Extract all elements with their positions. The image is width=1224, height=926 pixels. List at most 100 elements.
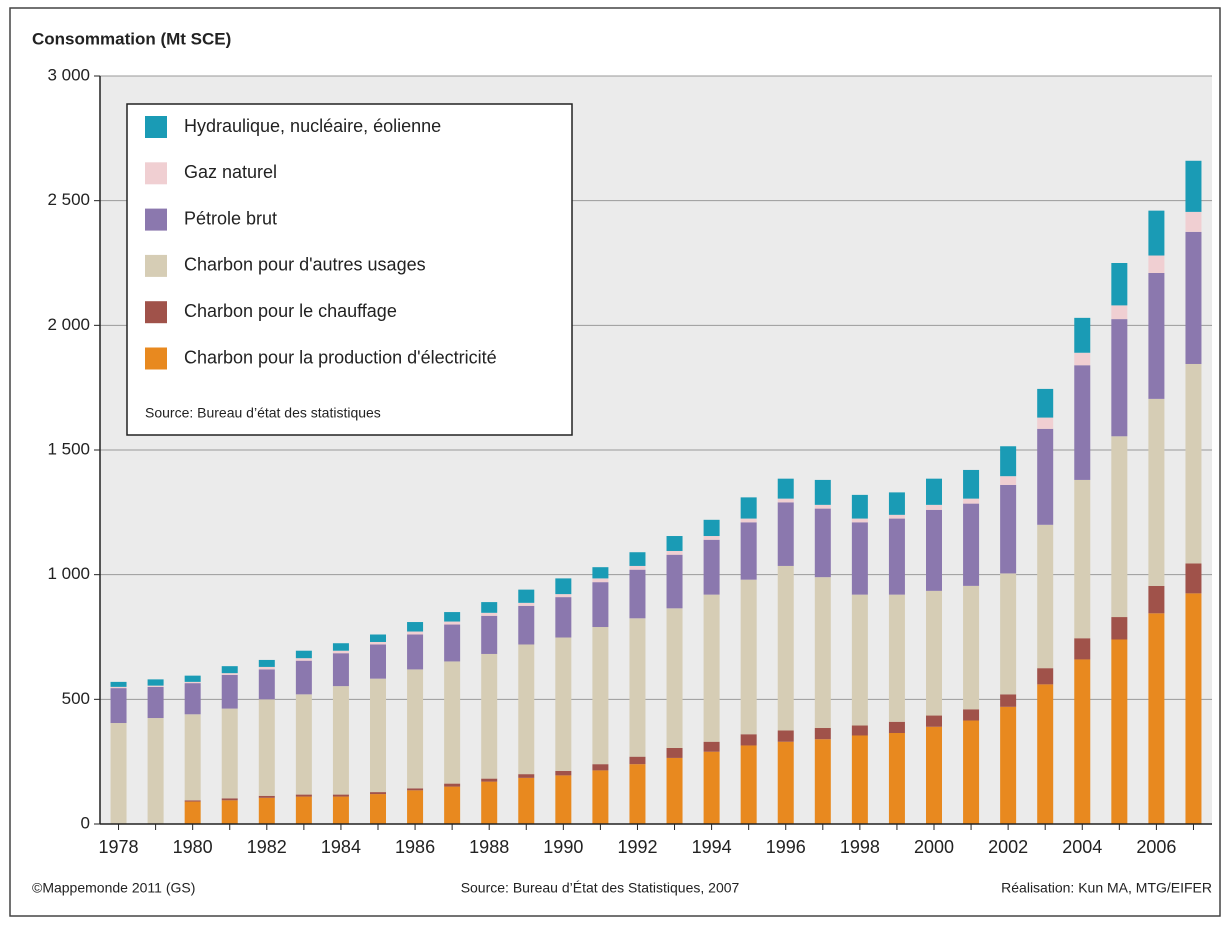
bar-segment [407, 788, 424, 791]
bar-segment [444, 612, 461, 622]
bar-segment [184, 801, 201, 824]
bar-segment [147, 718, 164, 824]
bar-segment [221, 798, 238, 801]
bar-segment [1111, 305, 1128, 320]
y-tick-label: 1 000 [47, 564, 90, 583]
bar-segment [1111, 639, 1128, 824]
bar-segment [1111, 263, 1128, 306]
bar-segment [592, 567, 609, 579]
bar-segment [1037, 388, 1054, 418]
x-tick-label: 1980 [173, 837, 213, 857]
bar-segment [629, 565, 646, 570]
bar-segment [1000, 446, 1017, 477]
x-tick-label: 1984 [321, 837, 361, 857]
bar-segment [370, 792, 386, 795]
bar-segment [1000, 573, 1017, 695]
bar-segment [703, 519, 720, 537]
bar-segment [629, 756, 646, 765]
bar-segment [1185, 363, 1202, 564]
bar-segment [1111, 617, 1128, 640]
bar-segment [147, 685, 164, 687]
bar-segment [147, 686, 164, 719]
footer-center: Source: Bureau d’État des Statistiques, … [461, 880, 740, 896]
bar-segment [1037, 417, 1054, 429]
bar-segment [555, 637, 572, 771]
bar-segment [518, 605, 535, 645]
bar-segment [184, 681, 201, 684]
x-tick-label: 1978 [99, 837, 139, 857]
bar-segment [1111, 319, 1128, 437]
bar-segment [629, 618, 646, 757]
bar-segment [666, 536, 683, 551]
x-tick-label: 2004 [1062, 837, 1102, 857]
bar-segment [295, 796, 312, 824]
bar-segment [703, 741, 720, 752]
bar-segment [963, 498, 980, 504]
x-tick-label: 1988 [469, 837, 509, 857]
x-tick-label: 1982 [247, 837, 287, 857]
bar-segment [221, 673, 238, 675]
bar-segment [1037, 684, 1054, 824]
bar-segment [481, 781, 498, 824]
y-tick-label: 1 500 [47, 439, 90, 458]
y-tick-label: 2 500 [47, 190, 90, 209]
bar-segment [110, 688, 127, 724]
bar-segment [1037, 524, 1054, 669]
bar-segment [1148, 255, 1165, 273]
bar-segment [147, 679, 164, 686]
bar-segment [555, 594, 572, 598]
legend-swatch [145, 347, 167, 370]
bar-segment [110, 686, 127, 689]
bar-segment [629, 552, 646, 566]
x-tick-label: 1994 [692, 837, 732, 857]
bar-segment [518, 602, 535, 606]
bar-segment [1074, 352, 1091, 366]
bar-segment [666, 550, 683, 555]
bar-segment [592, 770, 609, 824]
bar-segment [332, 794, 349, 797]
bar-segment [332, 686, 349, 795]
bar-segment [740, 522, 757, 580]
bar-segment [963, 585, 980, 710]
bar-segment [926, 726, 942, 824]
bar-segment [184, 800, 201, 802]
bar-segment [1148, 210, 1165, 256]
bar-segment [407, 634, 424, 670]
bar-segment [666, 747, 683, 758]
bar-segment [555, 770, 572, 776]
bar-segment [963, 709, 980, 721]
legend-swatch [145, 162, 167, 185]
bar-segment [221, 800, 238, 824]
bar-segment [1074, 317, 1091, 353]
bar-segment [592, 582, 609, 628]
bar-segment [555, 597, 572, 638]
bar-segment [1000, 484, 1017, 574]
x-tick-label: 1986 [395, 837, 435, 857]
bar-segment [481, 778, 498, 782]
legend-swatch [145, 208, 167, 231]
bar-segment [814, 479, 831, 505]
bar-segment [777, 741, 794, 824]
legend-label: Charbon pour la production d'électricité [184, 347, 497, 367]
bar-segment [1148, 398, 1165, 586]
bar-segment [258, 699, 275, 796]
bar-segment [814, 577, 831, 729]
bar-segment [221, 708, 238, 799]
bar-segment [1185, 160, 1202, 212]
bar-segment [703, 539, 720, 595]
bar-segment [740, 497, 757, 519]
bar-segment [1111, 436, 1128, 618]
bar-segment [332, 650, 349, 654]
bar-segment [1074, 659, 1091, 824]
bar-segment [295, 694, 312, 795]
bar-segment [370, 644, 386, 679]
bar-segment [481, 653, 498, 779]
bar-segment [295, 658, 312, 661]
footer-right: Réalisation: Kun MA, MTG/EIFER [1001, 880, 1212, 896]
bar-segment [444, 786, 461, 824]
bar-segment [444, 621, 461, 625]
bar-segment [1074, 365, 1091, 480]
y-tick-label: 2 000 [47, 315, 90, 334]
legend-label: Charbon pour le chauffage [184, 301, 397, 321]
legend-box [126, 103, 573, 436]
